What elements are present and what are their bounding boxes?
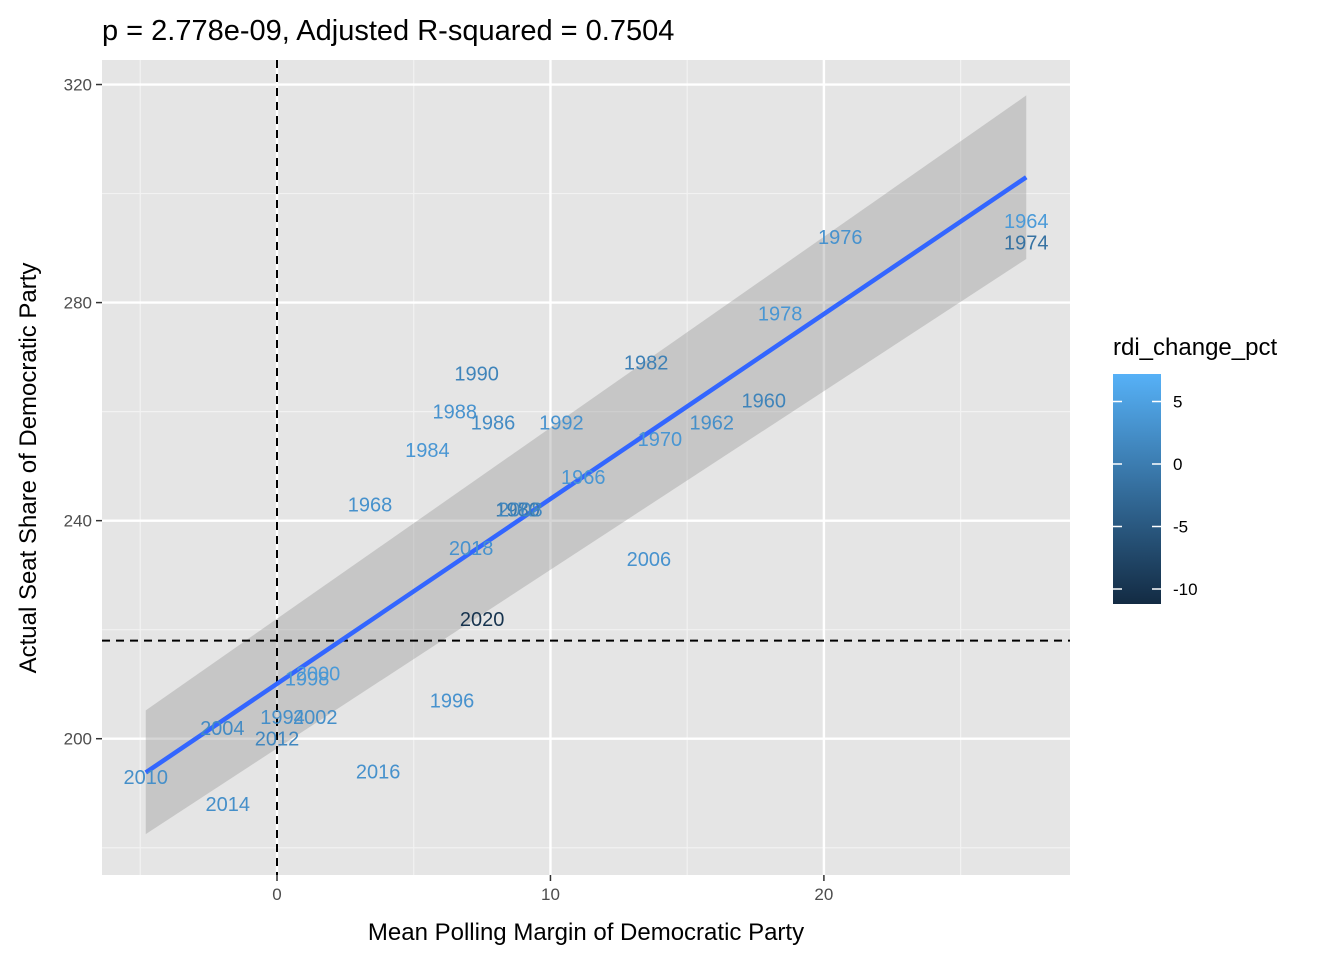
legend-colorbar (1113, 374, 1161, 604)
legend-tick-label: -10 (1173, 580, 1198, 599)
legend-tick-label: 0 (1173, 455, 1182, 474)
point-label-1968: 1968 (348, 494, 393, 516)
point-label-1970: 1970 (638, 429, 683, 451)
color-legend: rdi_change_pct 5 0 -5 -10 (1113, 334, 1277, 604)
point-label-1996: 1996 (430, 691, 475, 713)
confidence-band (145, 95, 1027, 835)
point-label-1998: 1998 (285, 669, 330, 691)
point-label-2004: 2004 (200, 718, 245, 740)
point-label-1964: 1964 (1004, 211, 1049, 233)
point-label-1994: 1994 (260, 707, 305, 729)
point-label-2000: 2000 (296, 663, 341, 685)
y-tick-label: 200 (64, 730, 92, 749)
point-label-2014: 2014 (206, 794, 251, 816)
point-label-1962: 1962 (690, 413, 735, 435)
point-labels: 1960 1962 1964 1966 1968 1970 1972 1974 1976 1978… (124, 211, 1049, 816)
point-label-1986: 1986 (471, 413, 516, 435)
legend-title: rdi_change_pct (1113, 334, 1277, 361)
y-tick-label: 320 (64, 76, 92, 95)
point-label-2002: 2002 (293, 707, 338, 729)
x-tick-label: 20 (814, 885, 833, 904)
grid-major (102, 60, 1070, 875)
point-label-1972: 1972 (495, 500, 540, 522)
point-label-2018: 2018 (449, 538, 494, 560)
legend-ticks: 5 0 -5 -10 (1113, 393, 1198, 599)
regression-line (144, 175, 1028, 775)
point-label-2020: 2020 (460, 609, 505, 631)
point-label-1988: 1988 (432, 402, 477, 424)
x-tick-label: 10 (541, 885, 560, 904)
point-label-1976: 1976 (818, 227, 863, 249)
legend-tick-label: 5 (1173, 393, 1182, 412)
point-label-1980: 1980 (495, 500, 540, 522)
y-tick-label: 240 (64, 512, 92, 531)
point-label-1992: 1992 (539, 413, 584, 435)
point-label-1978: 1978 (758, 303, 803, 325)
point-label-2008: 2008 (498, 500, 543, 522)
point-label-1984: 1984 (405, 440, 450, 462)
point-label-1982: 1982 (624, 353, 669, 375)
point-label-1990: 1990 (454, 363, 499, 385)
y-tick-label: 280 (64, 294, 92, 313)
point-label-1966: 1966 (561, 467, 606, 489)
chart-title: p = 2.778e-09, Adjusted R-squared = 0.75… (102, 15, 674, 47)
reference-lines (102, 60, 1070, 875)
x-axis: 0 10 20 (272, 875, 833, 904)
x-axis-title: Mean Polling Margin of Democratic Party (368, 919, 804, 946)
grid-minor (102, 60, 1070, 875)
y-axis: 200 240 280 320 (64, 76, 102, 749)
point-label-2012: 2012 (255, 729, 300, 751)
point-label-2006: 2006 (627, 549, 672, 571)
point-label-2010: 2010 (124, 767, 169, 789)
point-label-1960: 1960 (741, 391, 786, 413)
legend-tick-label: -5 (1173, 518, 1188, 537)
y-axis-title: Actual Seat Share of Democratic Party (15, 263, 42, 674)
point-label-1974: 1974 (1004, 233, 1049, 255)
point-label-2016: 2016 (356, 761, 401, 783)
x-tick-label: 0 (272, 885, 281, 904)
